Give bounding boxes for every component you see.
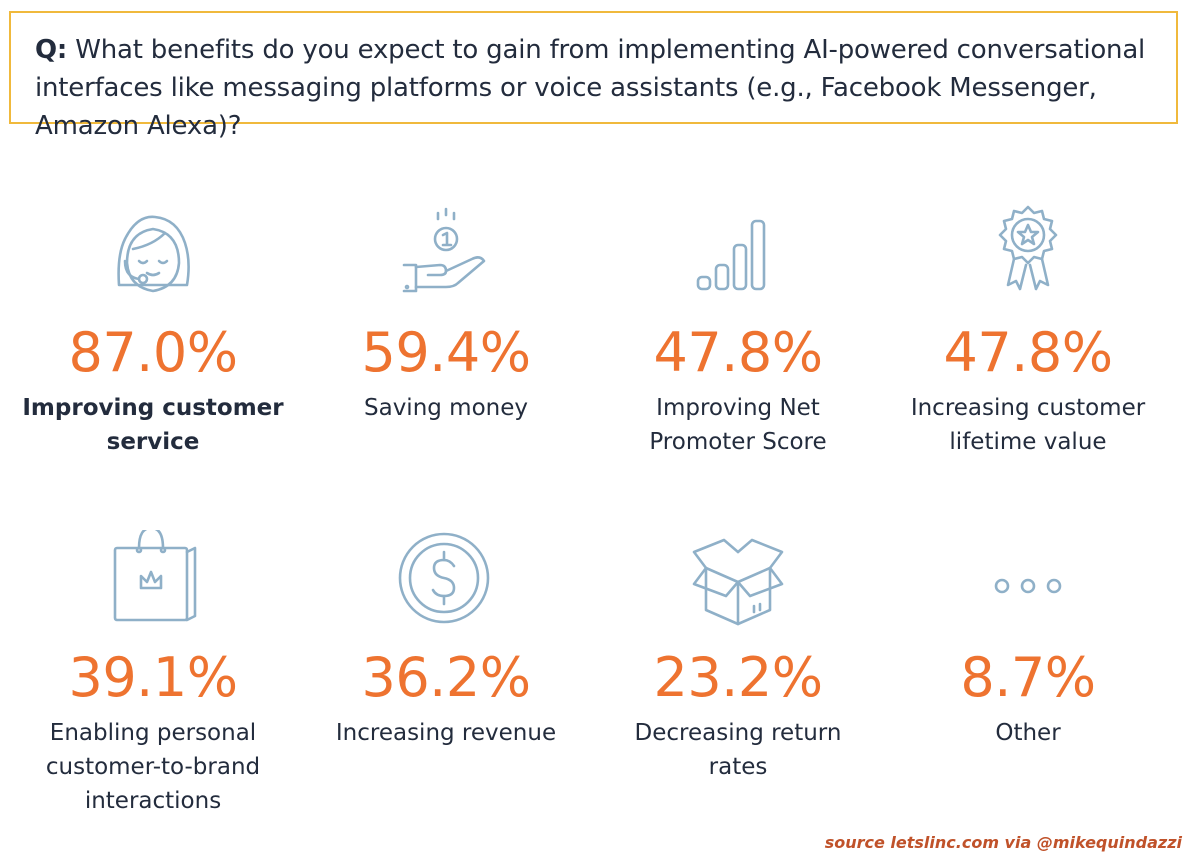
question-box: Q: What benefits do you expect to gain f… — [9, 11, 1178, 141]
question-label: Q: — [35, 35, 68, 65]
shopping-bag-icon — [8, 530, 298, 630]
stat-value: 47.8% — [653, 321, 823, 384]
signal-bars-icon — [593, 205, 883, 305]
stat-label: Increasing revenue — [335, 720, 557, 746]
customer-service-agent-icon — [8, 205, 298, 305]
stat-label: Improving customer service — [22, 395, 284, 455]
open-box-icon — [593, 530, 883, 630]
stat-label: Other — [995, 720, 1061, 746]
stat-value: 59.4% — [361, 321, 531, 384]
stat-label: Increasing customer lifetime value — [910, 395, 1146, 455]
ellipsis-icon — [883, 530, 1173, 630]
stat-value: 39.1% — [68, 646, 238, 709]
stat-label: Enabling personal customer-to-brand inte… — [45, 720, 261, 814]
stat-label: Improving Net Promoter Score — [649, 395, 827, 455]
stat-label: Decreasing return rates — [634, 720, 842, 780]
stat-value: 87.0% — [68, 321, 238, 384]
stat-value: 8.7% — [960, 646, 1096, 709]
question-text: What benefits do you expect to gain from… — [35, 35, 1146, 141]
stat-value: 47.8% — [943, 321, 1113, 384]
award-badge-icon — [883, 205, 1173, 305]
dollar-coin-icon — [301, 530, 591, 630]
stat-value: 23.2% — [653, 646, 823, 709]
coin-hand-icon — [301, 205, 591, 305]
stat-value: 36.2% — [361, 646, 531, 709]
source-credit: source letslinc.com via @mikequindazzi — [824, 833, 1182, 852]
stat-label: Saving money — [364, 395, 528, 421]
